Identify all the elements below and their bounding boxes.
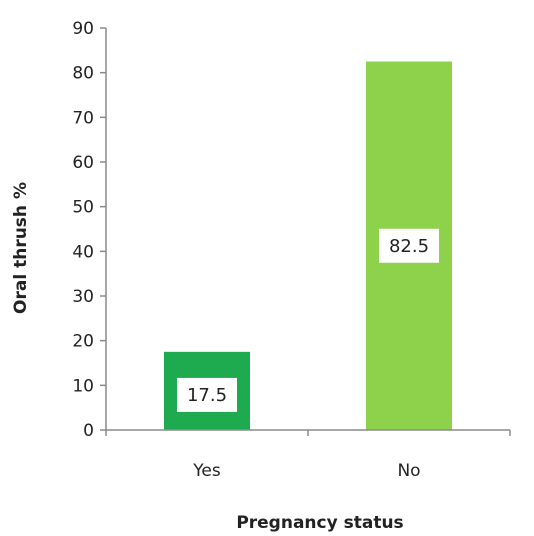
x-tick-label: No bbox=[397, 461, 420, 481]
y-tick-label: 90 bbox=[72, 19, 94, 39]
x-axis: Yes No bbox=[106, 430, 510, 481]
x-axis-title: Pregnancy status bbox=[236, 513, 403, 533]
y-tick-label: 10 bbox=[72, 376, 94, 396]
y-tick-label: 30 bbox=[72, 287, 94, 307]
y-tick-label: 60 bbox=[72, 153, 94, 173]
y-tick-label: 70 bbox=[72, 108, 94, 128]
y-tick-label: 80 bbox=[72, 64, 94, 84]
y-axis-title: Oral thrush % bbox=[11, 182, 31, 314]
x-tick-label: Yes bbox=[192, 461, 221, 481]
bars: 17.5 82.5 bbox=[164, 62, 452, 431]
data-label: 17.5 bbox=[187, 385, 227, 406]
data-label: 82.5 bbox=[389, 236, 429, 257]
y-tick-label: 0 bbox=[83, 421, 94, 441]
y-axis: 0 10 20 30 40 50 60 70 80 90 bbox=[72, 19, 106, 441]
y-tick-label: 40 bbox=[72, 242, 94, 262]
y-tick-label: 20 bbox=[72, 332, 94, 352]
y-tick-label: 50 bbox=[72, 198, 94, 218]
